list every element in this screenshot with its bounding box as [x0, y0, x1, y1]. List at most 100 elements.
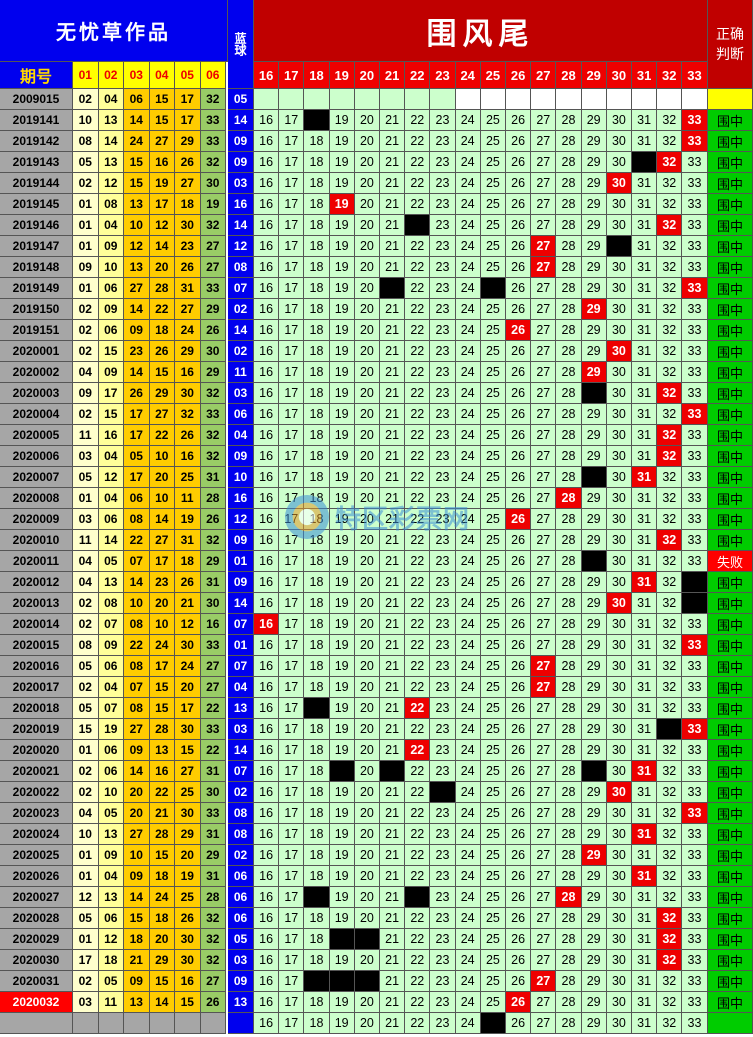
period-cell: 2019144	[0, 173, 73, 194]
red-ball-cell: 13	[124, 257, 150, 278]
tail-cell: 28	[556, 446, 582, 467]
tail-cell-hit: 16	[254, 614, 280, 635]
tail-cell: 29	[581, 929, 607, 950]
tail-cell: 20	[354, 593, 380, 614]
tail-cell: 27	[531, 488, 557, 509]
tail-cell: 32	[657, 320, 683, 341]
tail-cell: 20	[354, 677, 380, 698]
red-ball-cell: 22	[149, 425, 175, 446]
tail-cell: 31	[632, 1013, 658, 1034]
period-cell: 2019143	[0, 152, 73, 173]
tail-cell: 28	[556, 110, 582, 131]
tail-cell: 28	[556, 257, 582, 278]
tail-cell: 23	[430, 929, 456, 950]
tail-cell-hit: 31	[632, 467, 658, 488]
red-ball-cell: 15	[98, 341, 124, 362]
tail-cell: 26	[506, 1013, 532, 1034]
tail-cell: 22	[405, 635, 431, 656]
tail-cell: 25	[480, 656, 506, 677]
red-ball-cell: 27	[175, 173, 201, 194]
tail-cell: 19	[329, 740, 355, 761]
tail-cell: 27	[531, 341, 557, 362]
tail-cell: 26	[506, 446, 532, 467]
tail-cell: 19	[329, 572, 355, 593]
blue-ball-cell: 02	[228, 845, 254, 866]
red-ball-cell: 13	[124, 194, 150, 215]
red-ball-cell: 05	[73, 467, 99, 488]
red-ball-cell: 32	[200, 908, 226, 929]
tail-cell: 29	[581, 278, 607, 299]
tail-cell: 32	[657, 740, 683, 761]
tail-cell: 25	[480, 740, 506, 761]
tail-cell: 23	[430, 824, 456, 845]
red-ball-cell: 16	[175, 971, 201, 992]
red-ball-cell: 27	[200, 656, 226, 677]
tail-cell: 16	[254, 782, 280, 803]
red-ball-cell: 05	[98, 803, 124, 824]
tail-cell: 29	[581, 530, 607, 551]
tail-cell: 17	[279, 173, 305, 194]
tail-cell-hit: 26	[506, 320, 532, 341]
tail-cell: 16	[254, 992, 280, 1013]
tail-cell: 21	[380, 971, 406, 992]
tail-cell: 32	[657, 110, 683, 131]
tail-cell: 26	[506, 152, 532, 173]
tail-cell: 25	[480, 761, 506, 782]
tail-cell: 27	[531, 719, 557, 740]
red-ball-cell: 20	[149, 593, 175, 614]
tail-cell: 25	[480, 887, 506, 908]
period-cell: 2020018	[0, 698, 73, 719]
tail-cell: 17	[279, 131, 305, 152]
red-col-header: 01	[73, 62, 99, 89]
tail-cell: 26	[506, 782, 532, 803]
red-ball-cell: 17	[124, 425, 150, 446]
tail-cell: 28	[556, 845, 582, 866]
tail-cell: 17	[279, 425, 305, 446]
red-ball-cell: 17	[149, 551, 175, 572]
tail-cell: 16	[254, 677, 280, 698]
tail-cell: 24	[455, 341, 481, 362]
tail-cell: 28	[556, 719, 582, 740]
tail-cell: 33	[682, 299, 708, 320]
judge-cell: 围中	[708, 971, 753, 992]
tail-cell: 21	[380, 257, 406, 278]
tail-cell: 17	[279, 488, 305, 509]
red-ball-cell: 22	[124, 530, 150, 551]
tail-cell: 18	[304, 845, 330, 866]
judge-cell: 围中	[708, 110, 753, 131]
tail-cell: 23	[430, 992, 456, 1013]
tail-cell: 20	[354, 530, 380, 551]
tail-cell: 23	[430, 740, 456, 761]
tail-cell: 17	[279, 551, 305, 572]
tail-cell: 32	[657, 257, 683, 278]
red-ball-cell: 32	[175, 404, 201, 425]
tail-cell: 16	[254, 719, 280, 740]
tail-cell: 23	[430, 446, 456, 467]
red-ball-cell: 20	[175, 845, 201, 866]
tail-cell-hit: 27	[531, 971, 557, 992]
tail-cell: 32	[657, 992, 683, 1013]
tail-cell: 25	[480, 341, 506, 362]
tail-cell: 28	[556, 698, 582, 719]
red-ball-cell: 29	[149, 383, 175, 404]
red-ball-cell: 25	[175, 782, 201, 803]
red-ball-cell: 02	[73, 593, 99, 614]
tail-cell: 30	[606, 194, 632, 215]
tail-cell: 21	[380, 194, 406, 215]
tail-cell: 18	[304, 341, 330, 362]
tail-cell: 32	[657, 803, 683, 824]
tail-cell: 21	[380, 530, 406, 551]
tail-cell: 17	[279, 278, 305, 299]
tail-cell: 25	[480, 950, 506, 971]
tail-cell: 29	[581, 740, 607, 761]
red-ball-cell: 09	[98, 236, 124, 257]
tail-cell: 28	[556, 761, 582, 782]
tail-cell: 33	[682, 152, 708, 173]
tail-cell: 26	[506, 593, 532, 614]
tail-cell: 31	[632, 362, 658, 383]
red-ball-cell: 04	[73, 803, 99, 824]
tail-cell: 30	[606, 488, 632, 509]
judge-cell: 失败	[708, 551, 753, 572]
tail-cell	[405, 89, 431, 110]
tail-cell: 20	[354, 383, 380, 404]
